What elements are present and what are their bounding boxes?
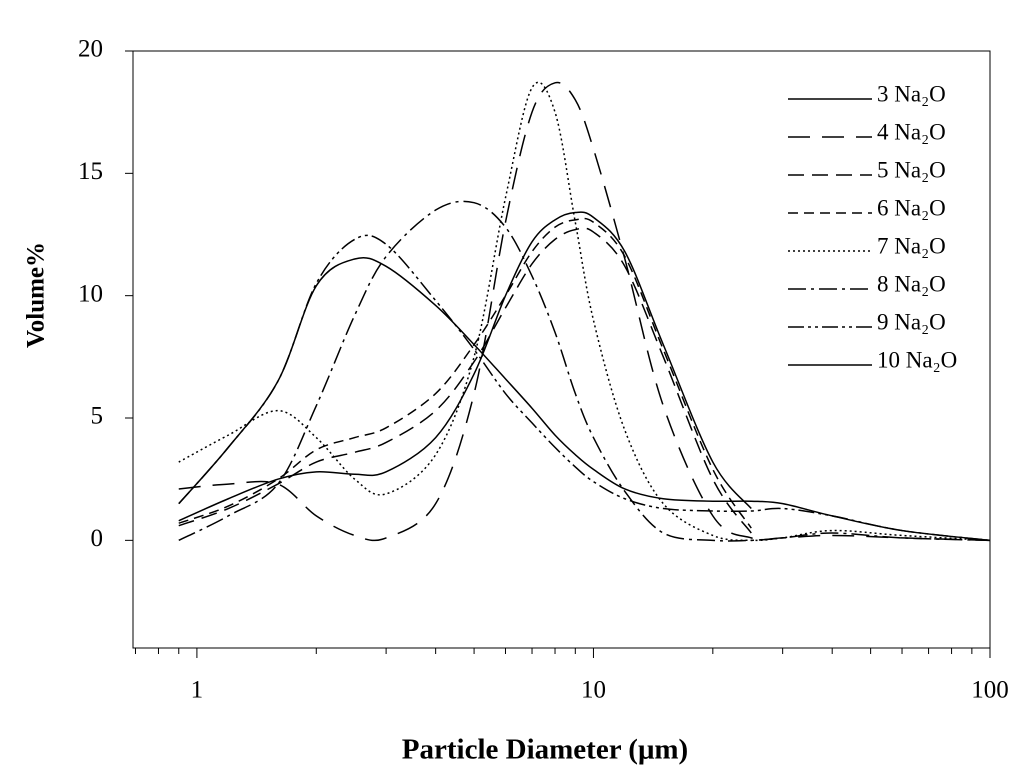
x-tick-label: 1 [191, 677, 204, 704]
data-line [178, 81, 991, 542]
y-tick-label: 20 [78, 36, 103, 63]
plot-frame [132, 50, 991, 649]
data-line [178, 256, 991, 542]
data-line [178, 217, 752, 529]
x-tick-label: 10 [581, 677, 606, 704]
legend-label: 6 Na₂O [877, 195, 946, 220]
legend-label: 7 Na₂O [877, 233, 946, 258]
y-tick-label: 10 [78, 280, 103, 307]
legend-label: 9 Na₂O [877, 309, 946, 334]
data-line [178, 234, 991, 542]
legend-label: 10 Na₂O [877, 347, 957, 372]
y-tick-label: 15 [78, 158, 103, 185]
legend-label: 4 Na₂O [877, 119, 946, 144]
x-axis-label: Particle Diameter (μm) [402, 734, 688, 766]
legend-label: 8 Na₂O [877, 271, 946, 296]
legend-label: 5 Na₂O [877, 157, 946, 182]
data-line [178, 200, 991, 542]
data-line [178, 211, 752, 522]
y-axis-label: Volume% [23, 242, 50, 348]
data-line [178, 81, 991, 542]
y-tick-label: 0 [91, 525, 104, 552]
y-tick-label: 5 [91, 403, 104, 430]
x-tick-label: 100 [971, 677, 1009, 704]
data-line [178, 227, 752, 534]
legend-label: 3 Na₂O [877, 81, 946, 106]
